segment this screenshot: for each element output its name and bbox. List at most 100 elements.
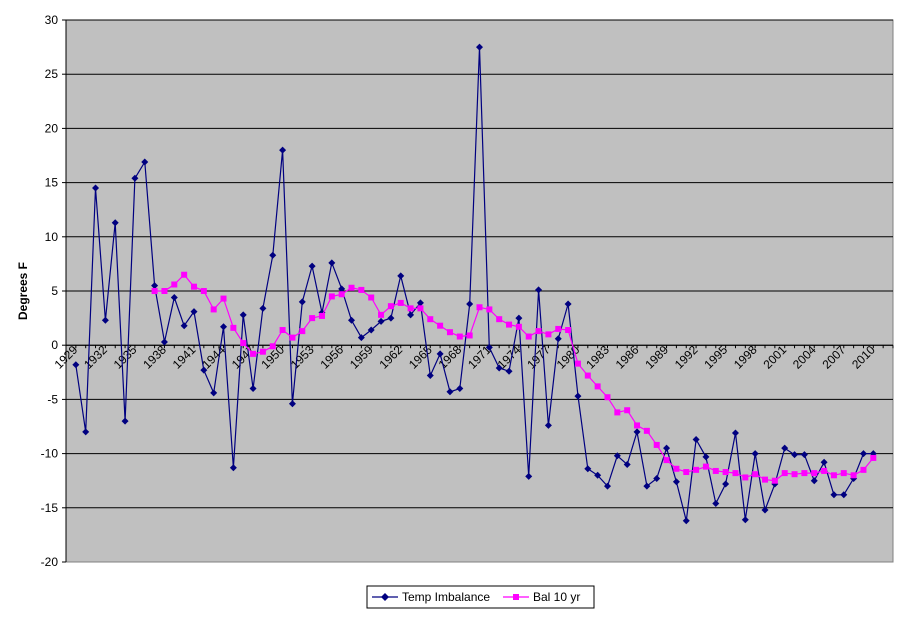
y-tick-label: -10 — [41, 447, 59, 461]
data-point-temp-imbalance — [170, 294, 178, 302]
data-point-temp-imbalance — [101, 316, 109, 324]
legend-marker-bal-10-yr — [513, 594, 519, 600]
data-point-temp-imbalance — [584, 465, 592, 473]
data-point-bal-10-yr — [437, 322, 444, 329]
data-point-temp-imbalance — [544, 421, 552, 429]
data-point-bal-10-yr — [230, 324, 237, 331]
y-tick-label: -20 — [41, 555, 59, 569]
data-point-temp-imbalance — [180, 322, 188, 330]
data-point-temp-imbalance — [643, 482, 651, 490]
data-point-temp-imbalance — [269, 251, 277, 259]
data-point-bal-10-yr — [643, 427, 650, 434]
y-tick-label: 5 — [51, 284, 58, 298]
data-point-bal-10-yr — [161, 288, 168, 294]
data-point-temp-imbalance — [151, 282, 159, 290]
data-point-temp-imbalance — [348, 316, 356, 324]
data-point-bal-10-yr — [466, 332, 473, 339]
data-point-bal-10-yr — [762, 476, 769, 483]
data-point-bal-10-yr — [535, 328, 542, 335]
data-point-bal-10-yr — [348, 284, 355, 291]
data-point-temp-imbalance — [830, 491, 838, 499]
data-point-temp-imbalance — [92, 184, 100, 192]
data-point-bal-10-yr — [378, 311, 385, 318]
data-point-bal-10-yr — [250, 350, 257, 357]
data-point-temp-imbalance — [377, 317, 385, 325]
data-point-bal-10-yr — [397, 299, 404, 306]
data-point-temp-imbalance — [387, 314, 395, 322]
data-point-temp-imbalance — [791, 451, 799, 459]
data-point-temp-imbalance — [367, 326, 375, 334]
data-point-temp-imbalance — [603, 482, 611, 490]
data-point-bal-10-yr — [220, 295, 227, 302]
data-point-bal-10-yr — [506, 321, 513, 328]
data-point-temp-imbalance — [288, 400, 296, 408]
data-point-temp-imbalance — [446, 388, 454, 396]
data-point-bal-10-yr — [525, 333, 532, 340]
data-point-bal-10-yr — [811, 470, 818, 477]
data-point-bal-10-yr — [387, 303, 394, 310]
y-tick-label: 20 — [45, 121, 59, 135]
y-tick-labels: -20 -15 -10 -5 0 5 10 15 20 25 30 — [41, 13, 59, 569]
data-point-temp-imbalance — [298, 298, 306, 306]
data-point-bal-10-yr — [574, 360, 581, 367]
data-point-temp-imbalance — [692, 436, 700, 444]
data-point-bal-10-yr — [299, 328, 306, 335]
data-point-bal-10-yr — [771, 477, 778, 484]
data-point-temp-imbalance — [731, 429, 739, 437]
y-axis-label: Degrees F — [16, 262, 30, 320]
data-point-bal-10-yr — [870, 454, 877, 461]
data-point-bal-10-yr — [151, 288, 158, 294]
data-point-temp-imbalance — [279, 146, 287, 154]
data-point-bal-10-yr — [427, 316, 434, 323]
data-point-temp-imbalance — [259, 304, 267, 312]
data-point-temp-imbalance — [200, 366, 208, 374]
data-point-bal-10-yr — [801, 470, 808, 477]
data-point-temp-imbalance — [574, 392, 582, 400]
data-point-temp-imbalance — [495, 364, 503, 372]
data-point-bal-10-yr — [683, 469, 690, 476]
data-point-bal-10-yr — [279, 327, 286, 334]
legend-box — [366, 585, 595, 609]
data-point-temp-imbalance — [554, 335, 562, 343]
y-tick-label: 10 — [45, 230, 59, 244]
data-point-temp-imbalance — [712, 499, 720, 507]
data-point-bal-10-yr — [693, 466, 700, 473]
data-point-bal-10-yr — [259, 348, 266, 355]
data-point-temp-imbalance — [357, 334, 365, 342]
data-point-bal-10-yr — [368, 294, 375, 301]
data-point-temp-imbalance — [229, 464, 237, 472]
series — [72, 43, 877, 525]
data-point-bal-10-yr — [791, 471, 798, 478]
data-point-temp-imbalance — [397, 272, 405, 280]
y-tick-label: 30 — [45, 13, 59, 27]
legend-label-temp-imbalance: Temp Imbalance — [402, 590, 490, 604]
data-point-temp-imbalance — [594, 471, 602, 479]
data-point-bal-10-yr — [722, 469, 729, 476]
data-point-bal-10-yr — [584, 372, 591, 379]
data-point-bal-10-yr — [210, 306, 217, 313]
data-point-temp-imbalance — [820, 458, 828, 466]
data-point-temp-imbalance — [328, 259, 336, 267]
axes — [62, 19, 894, 563]
data-point-bal-10-yr — [860, 466, 867, 473]
data-point-temp-imbalance — [613, 452, 621, 460]
y-tick-label: 15 — [45, 176, 59, 190]
data-point-bal-10-yr — [171, 281, 178, 288]
data-point-temp-imbalance — [436, 350, 444, 358]
legend-marker-temp-imbalance — [381, 593, 389, 601]
y-tick-label: -5 — [47, 392, 58, 406]
data-point-bal-10-yr — [634, 422, 641, 429]
data-point-bal-10-yr — [190, 283, 197, 290]
data-point-temp-imbalance — [682, 517, 690, 525]
data-point-temp-imbalance — [663, 444, 671, 452]
data-point-temp-imbalance — [72, 361, 80, 369]
data-point-temp-imbalance — [210, 389, 218, 397]
data-point-temp-imbalance — [160, 338, 168, 346]
data-point-bal-10-yr — [604, 394, 611, 401]
data-point-bal-10-yr — [673, 465, 680, 472]
data-point-bal-10-yr — [515, 323, 522, 330]
data-point-temp-imbalance — [633, 428, 641, 436]
data-point-temp-imbalance — [426, 372, 434, 380]
data-point-bal-10-yr — [821, 467, 828, 474]
